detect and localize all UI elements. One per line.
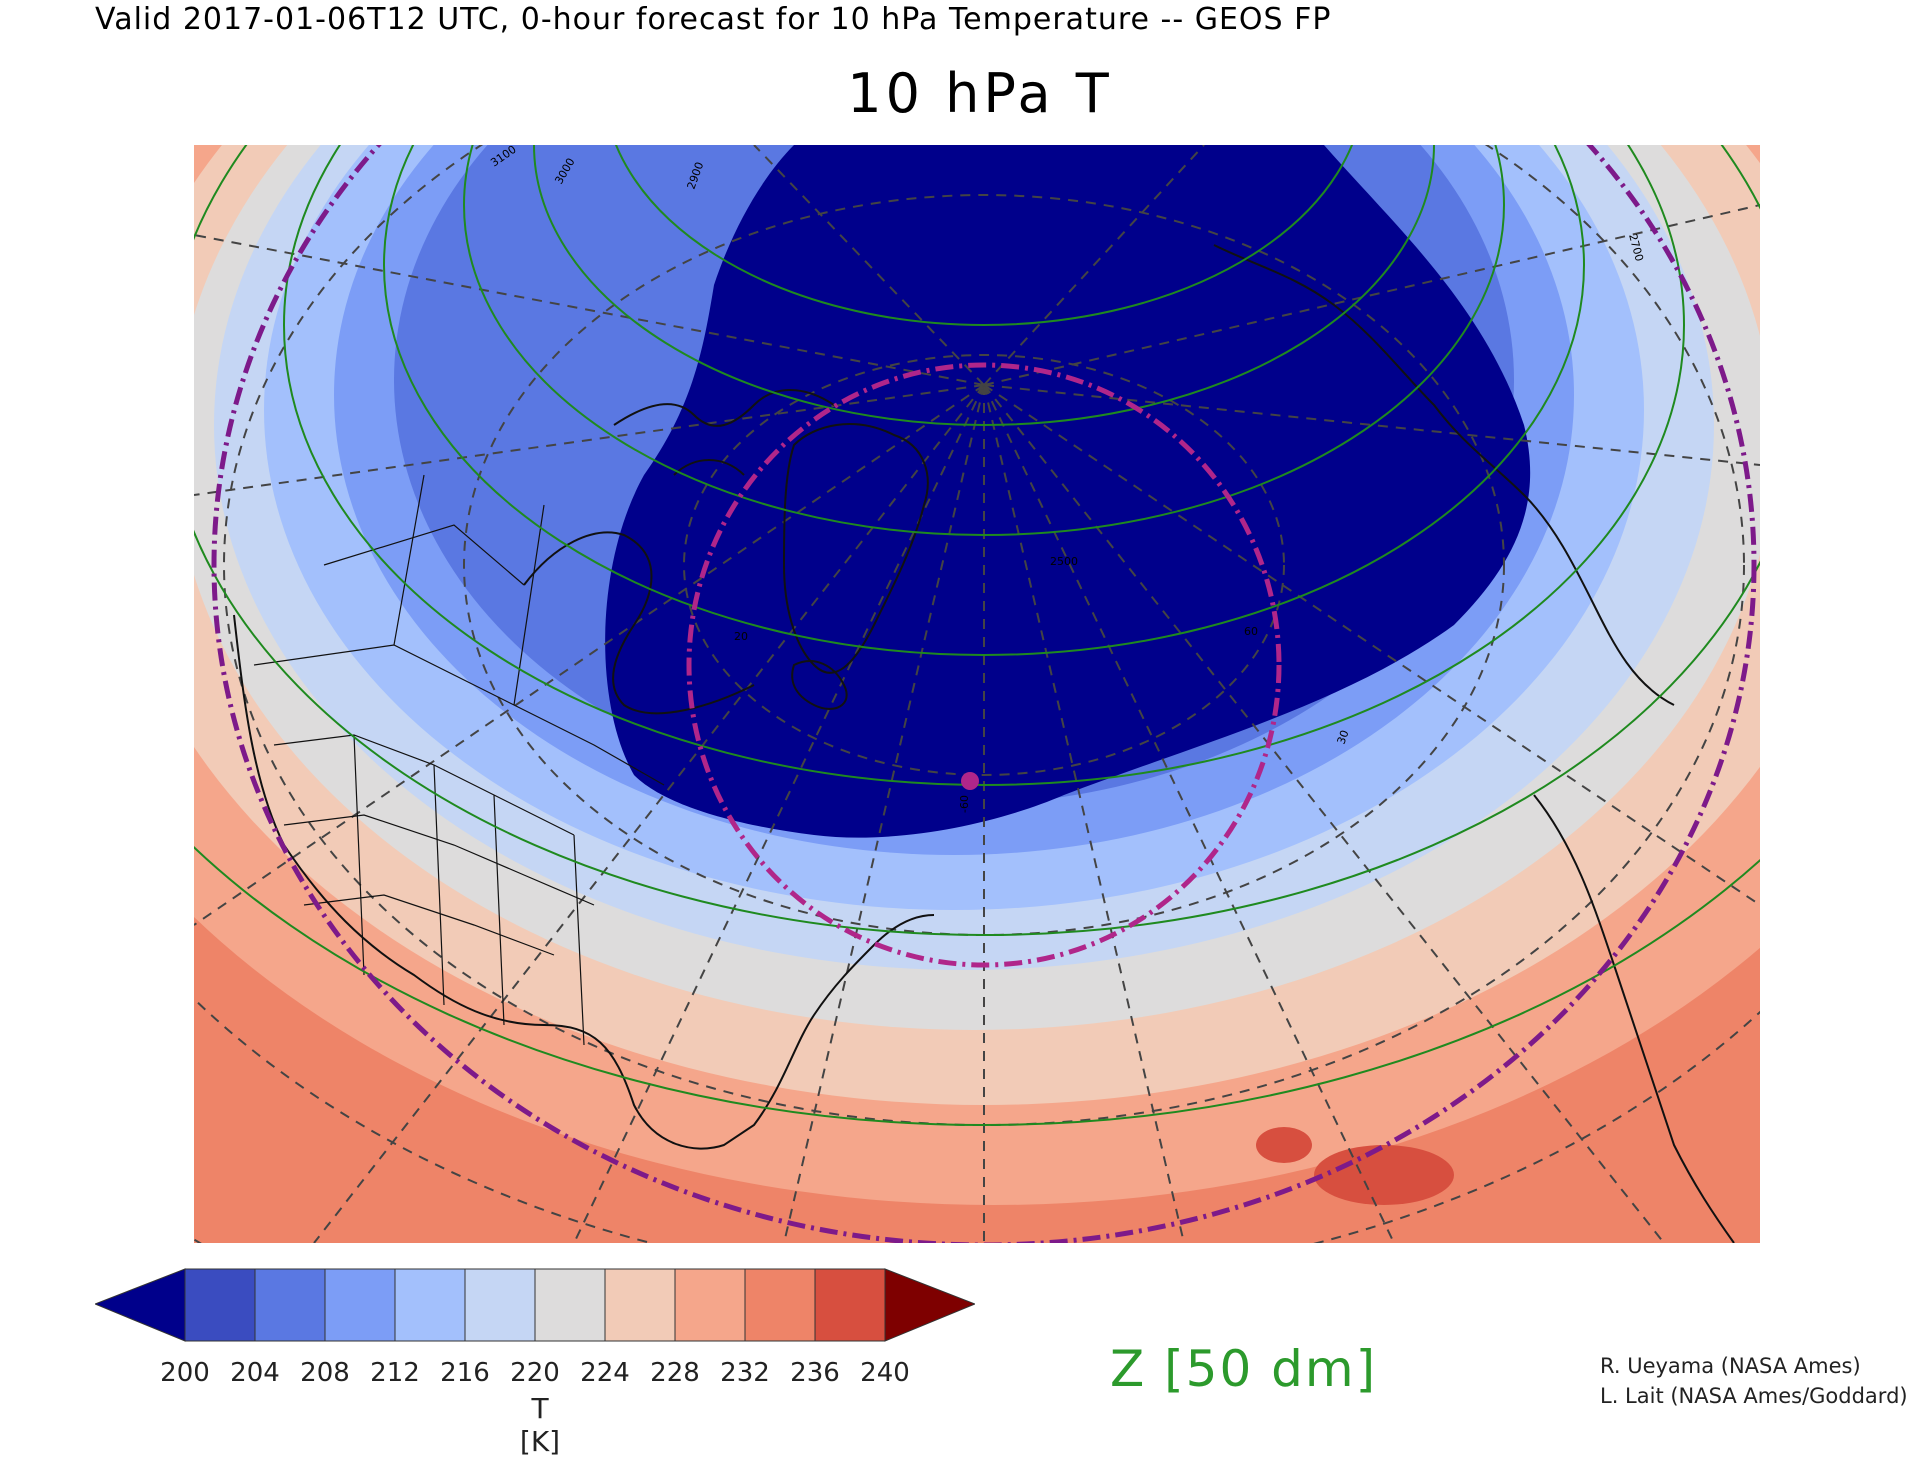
colorbar-tick-label: 232 xyxy=(720,1358,770,1388)
meridian xyxy=(753,145,985,386)
europe-coast xyxy=(1213,244,1675,706)
height-contour-label: Z [50 dm] xyxy=(1110,1340,1378,1398)
meridian xyxy=(573,384,985,1243)
colorbar-cell xyxy=(534,1268,606,1342)
parallel-label-60: 60 xyxy=(1244,625,1258,638)
contour-2800 xyxy=(383,145,1585,656)
colorbar xyxy=(93,1268,977,1352)
contour-label-2500: 2500 xyxy=(1050,555,1078,568)
colorbar-cell xyxy=(254,1268,326,1342)
vortex-edge xyxy=(211,145,1757,1243)
temperature-bands xyxy=(194,145,1760,1243)
colorbar-svg xyxy=(93,1268,977,1342)
europe-coast-2 xyxy=(1533,794,1735,1243)
colorbar-cell xyxy=(394,1268,466,1342)
colorbar-cell xyxy=(674,1268,746,1342)
parallel-40 xyxy=(223,145,1745,1126)
credit-line-1: R. Ueyama (NASA Ames) xyxy=(1600,1354,1861,1378)
colorbar-cell xyxy=(604,1268,676,1342)
map-title: 10 hPa T xyxy=(847,62,1113,125)
contour-3000 xyxy=(194,145,1760,936)
meridian xyxy=(983,384,1395,1243)
colorbar-tick-label: 236 xyxy=(790,1358,840,1388)
band-236-patch-2 xyxy=(1256,1127,1312,1163)
colorbar-tick-label: 224 xyxy=(580,1358,630,1388)
colorbar-cell xyxy=(464,1268,536,1342)
map-subtitle: Valid 2017-01-06T12 UTC, 0-hour forecast… xyxy=(95,2,1332,37)
colorbar-cell xyxy=(324,1268,396,1342)
colorbar-tick-label: 208 xyxy=(300,1358,350,1388)
colorbar-tick-label: 228 xyxy=(650,1358,700,1388)
band-236-patch xyxy=(1314,1145,1454,1205)
province-border xyxy=(323,474,545,706)
colorbar-cells xyxy=(184,1268,886,1342)
greenland-coast xyxy=(782,423,929,674)
meridian xyxy=(983,384,1760,906)
colorbar-under-arrow xyxy=(93,1268,186,1342)
parallel-label-20: 20 xyxy=(734,630,748,643)
meridian-label: -60 xyxy=(958,795,971,813)
contour-2600 xyxy=(533,145,1435,426)
meridian xyxy=(783,384,985,1243)
colorbar-tick-label: 240 xyxy=(860,1358,910,1388)
colorbar-tick-label: 220 xyxy=(510,1358,560,1388)
meridian xyxy=(194,384,985,926)
colorbar-cell xyxy=(744,1268,816,1342)
vortex-center-marker xyxy=(961,772,979,790)
contour-2700 xyxy=(463,145,1505,536)
contour-2500 xyxy=(615,145,1353,326)
contour-2900 xyxy=(283,145,1685,786)
newfoundland-coast xyxy=(791,660,848,710)
political-boundaries xyxy=(253,474,665,1046)
colorbar-over-arrow xyxy=(884,1268,977,1342)
credit-line-2: L. Lait (NASA Ames/Goddard) xyxy=(1600,1384,1908,1408)
parallel-60 xyxy=(683,354,1285,776)
contour-3100 xyxy=(194,845,1760,1126)
meridian xyxy=(983,145,1205,386)
colorbar-label: T [K] xyxy=(519,1392,561,1458)
state-grid xyxy=(273,734,595,1046)
vortex-edge-inner xyxy=(686,362,1282,968)
height-contours xyxy=(194,145,1760,1126)
hudson-bay-coast xyxy=(523,531,755,715)
temperature-map: 3100 3000 2900 2700 2500 -60 30 60 20 xyxy=(194,145,1760,1243)
meridian xyxy=(983,384,1760,466)
meridian xyxy=(194,384,985,496)
vortex-edge-outer xyxy=(211,145,1757,1243)
meridian xyxy=(983,384,1185,1243)
meridian xyxy=(194,234,985,386)
colorbar-tick-label: 216 xyxy=(440,1358,490,1388)
map-canvas: 3100 3000 2900 2700 2500 -60 30 60 20 xyxy=(194,145,1760,1243)
colorbar-tick-label: 200 xyxy=(160,1358,210,1388)
colorbar-tick-label: 212 xyxy=(370,1358,420,1388)
parallel-label: 30 xyxy=(1335,728,1352,746)
colorbar-cell xyxy=(184,1268,256,1342)
colorbar-cell xyxy=(814,1268,886,1342)
canadian-archipelago xyxy=(613,389,835,476)
meridian xyxy=(983,204,1760,386)
colorbar-tick-label: 204 xyxy=(230,1358,280,1388)
